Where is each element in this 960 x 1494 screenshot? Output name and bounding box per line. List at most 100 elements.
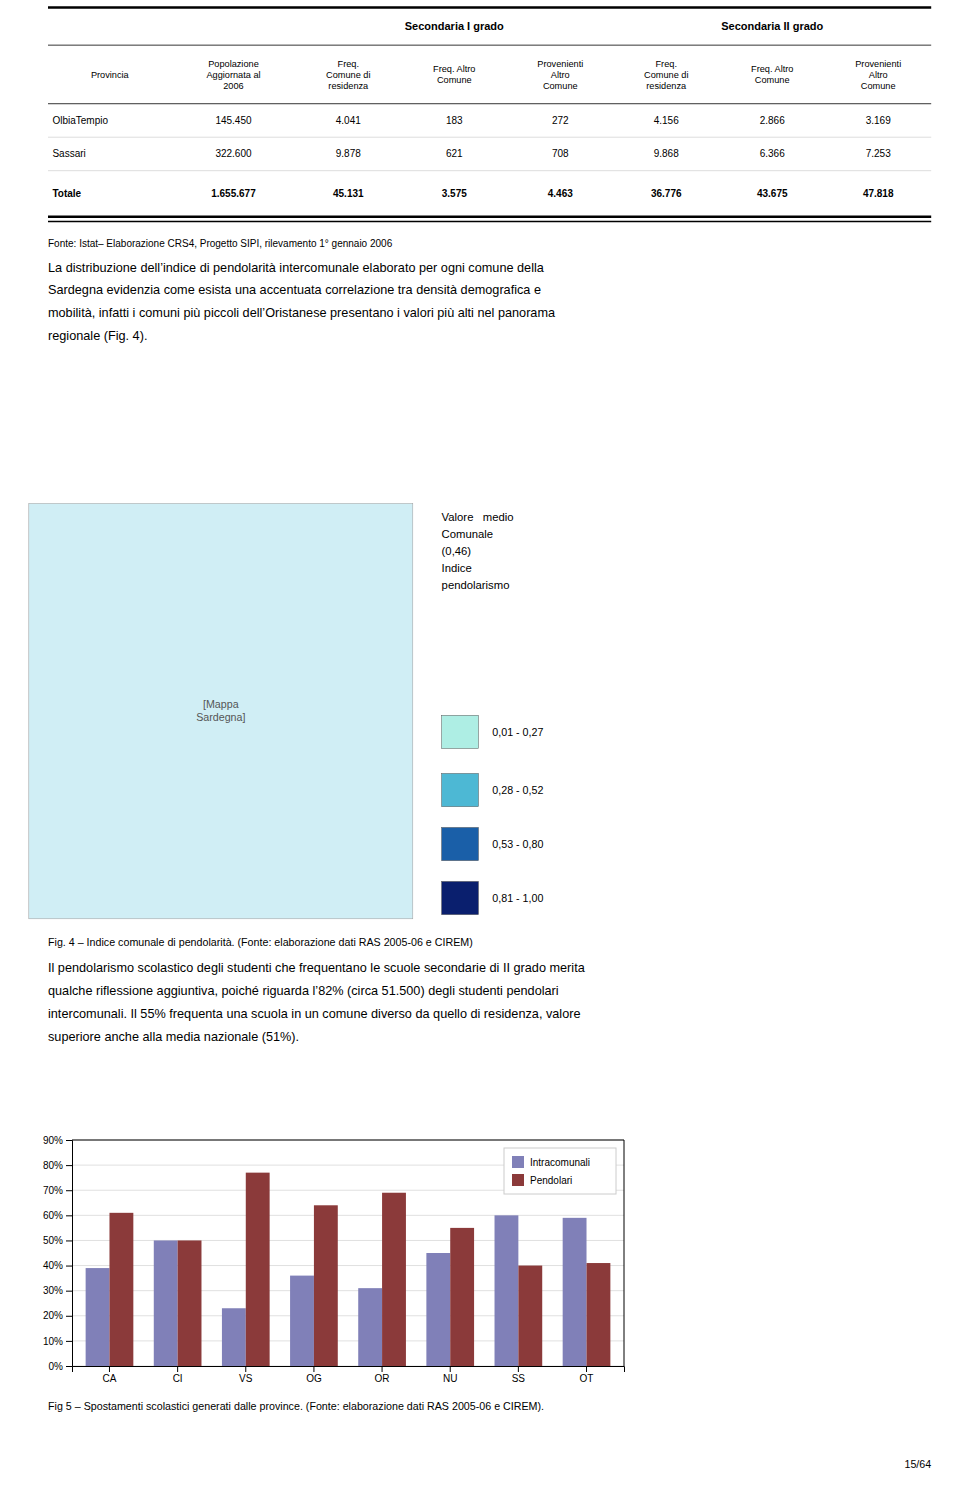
bar	[178, 1240, 202, 1366]
bar	[314, 1205, 338, 1366]
text-line: regionale (Fig. 4).	[48, 329, 147, 343]
tick-label: 50%	[43, 1235, 63, 1246]
x-tick: CI	[173, 1366, 183, 1384]
table-subheader: ProvenientiAltroComune	[855, 59, 901, 91]
table-cell: Sassari	[52, 148, 85, 159]
x-tick: NU	[443, 1366, 457, 1384]
tick-mark	[66, 1341, 72, 1342]
tick-mark	[66, 1366, 72, 1367]
tick-label: 80%	[43, 1160, 63, 1171]
legend: Intracomunali Pendolari	[504, 1148, 616, 1194]
grid	[72, 1140, 624, 1366]
text-line: Freq. Altro	[433, 64, 475, 74]
text-line: Altro	[551, 70, 570, 80]
text-line: La distribuzione dell’indice di pendolar…	[48, 261, 545, 275]
text-line: residenza	[328, 81, 369, 91]
table-cell: 1.655.677	[211, 188, 256, 199]
tick-mark	[66, 1165, 72, 1166]
tick-label: OG	[306, 1373, 322, 1384]
axis-line	[73, 1367, 625, 1373]
bar	[109, 1213, 133, 1366]
text-line: Sardegna evidenzia come esista una accen…	[48, 283, 541, 297]
legend-label: Pendolari	[530, 1175, 572, 1186]
map-legend-title: Valore medioComunale(0,46)Indicependolar…	[442, 511, 514, 591]
tick-label: 40%	[43, 1260, 63, 1271]
x-tick: OG	[306, 1366, 322, 1384]
x-tick: SS	[512, 1366, 526, 1384]
tick-label: OR	[375, 1373, 390, 1384]
tick-label: CI	[173, 1373, 183, 1384]
x-tick: OT	[580, 1366, 594, 1384]
y-tick: 70%	[43, 1185, 72, 1196]
tick-mark	[66, 1266, 72, 1267]
page-number: 15/64	[904, 1458, 931, 1470]
x-tick: VS	[239, 1366, 253, 1384]
map-legend-label: 0,28 - 0,52	[492, 784, 543, 796]
tick-mark	[66, 1291, 72, 1292]
text-line: Aggiornata al	[206, 70, 260, 80]
table-rule	[48, 103, 931, 104]
body-text: Il pendolarismo scolastico degli student…	[48, 961, 586, 1043]
y-tick: 90%	[43, 1135, 72, 1146]
legend-box	[504, 1148, 616, 1194]
tick-label: 60%	[43, 1210, 63, 1221]
text-line: (0,46)	[442, 545, 472, 557]
tick-label: 10%	[43, 1336, 63, 1347]
tick-mark	[66, 1316, 72, 1317]
tick-label: CA	[103, 1373, 117, 1384]
plot-frame	[72, 1140, 624, 1141]
legend-item: Intracomunali	[512, 1156, 590, 1168]
x-tick: OR	[375, 1366, 390, 1384]
table-cell: 4.041	[336, 115, 361, 126]
bar	[563, 1218, 587, 1366]
tick-label: OT	[580, 1373, 594, 1384]
text-line: qualche riflessione aggiuntiva, poiché r…	[48, 984, 559, 998]
table-subheader: Freq. AltroComune	[433, 64, 475, 85]
legend-swatch	[512, 1174, 524, 1186]
map-legend-label: 0,81 - 1,00	[492, 892, 543, 904]
text-line: Provenienti	[855, 59, 901, 69]
table-header: Secondaria I grado	[405, 20, 504, 32]
map-legend-swatch	[442, 773, 479, 806]
text-line: Secondaria I grado	[405, 20, 504, 32]
legend-swatch	[512, 1156, 524, 1168]
text-line: Comunale	[442, 528, 494, 540]
tick-label: 20%	[43, 1310, 63, 1321]
table-cell: 45.131	[333, 188, 364, 199]
text-line: Freq.	[338, 59, 359, 69]
table-cell: 3.169	[866, 115, 891, 126]
bar	[222, 1308, 246, 1366]
y-tick: 20%	[43, 1310, 72, 1321]
bar	[518, 1266, 542, 1366]
table-cell: 9.878	[336, 148, 361, 159]
y-tick: 30%	[43, 1285, 72, 1296]
table-cell: 272	[552, 115, 569, 126]
table-cell: 47.818	[863, 188, 894, 199]
table-cell: 621	[446, 148, 463, 159]
text-line: Comune	[755, 75, 790, 85]
table-header: Secondaria II grado	[721, 20, 823, 32]
text-line: Freq.	[656, 59, 677, 69]
table-subheader: ProvenientiAltroComune	[537, 59, 583, 91]
bar	[154, 1240, 178, 1366]
tick-label: 70%	[43, 1185, 63, 1196]
text-line: Provincia	[91, 70, 130, 80]
tick-mark	[66, 1215, 72, 1216]
grid-line	[72, 1215, 624, 1216]
bar	[358, 1288, 382, 1366]
text-line: Comune di	[326, 70, 370, 80]
tick-mark	[66, 1240, 72, 1241]
table-cell: 9.868	[654, 148, 679, 159]
x-axis: CA CI VS OG OR NU SS OT	[73, 1366, 625, 1384]
tick-label: SS	[512, 1373, 526, 1384]
table-cell: 7.253	[866, 148, 891, 159]
table-subheader: Freq.Comune diresidenza	[644, 59, 688, 91]
table-rule	[48, 45, 931, 46]
legend-label: Intracomunali	[530, 1157, 590, 1168]
text-line: Comune	[437, 75, 472, 85]
table-cell: 322.600	[215, 148, 252, 159]
table-cell: Totale	[52, 188, 81, 199]
bar	[246, 1173, 270, 1366]
map-legend-swatch	[442, 715, 479, 748]
tick-mark	[450, 1366, 451, 1372]
